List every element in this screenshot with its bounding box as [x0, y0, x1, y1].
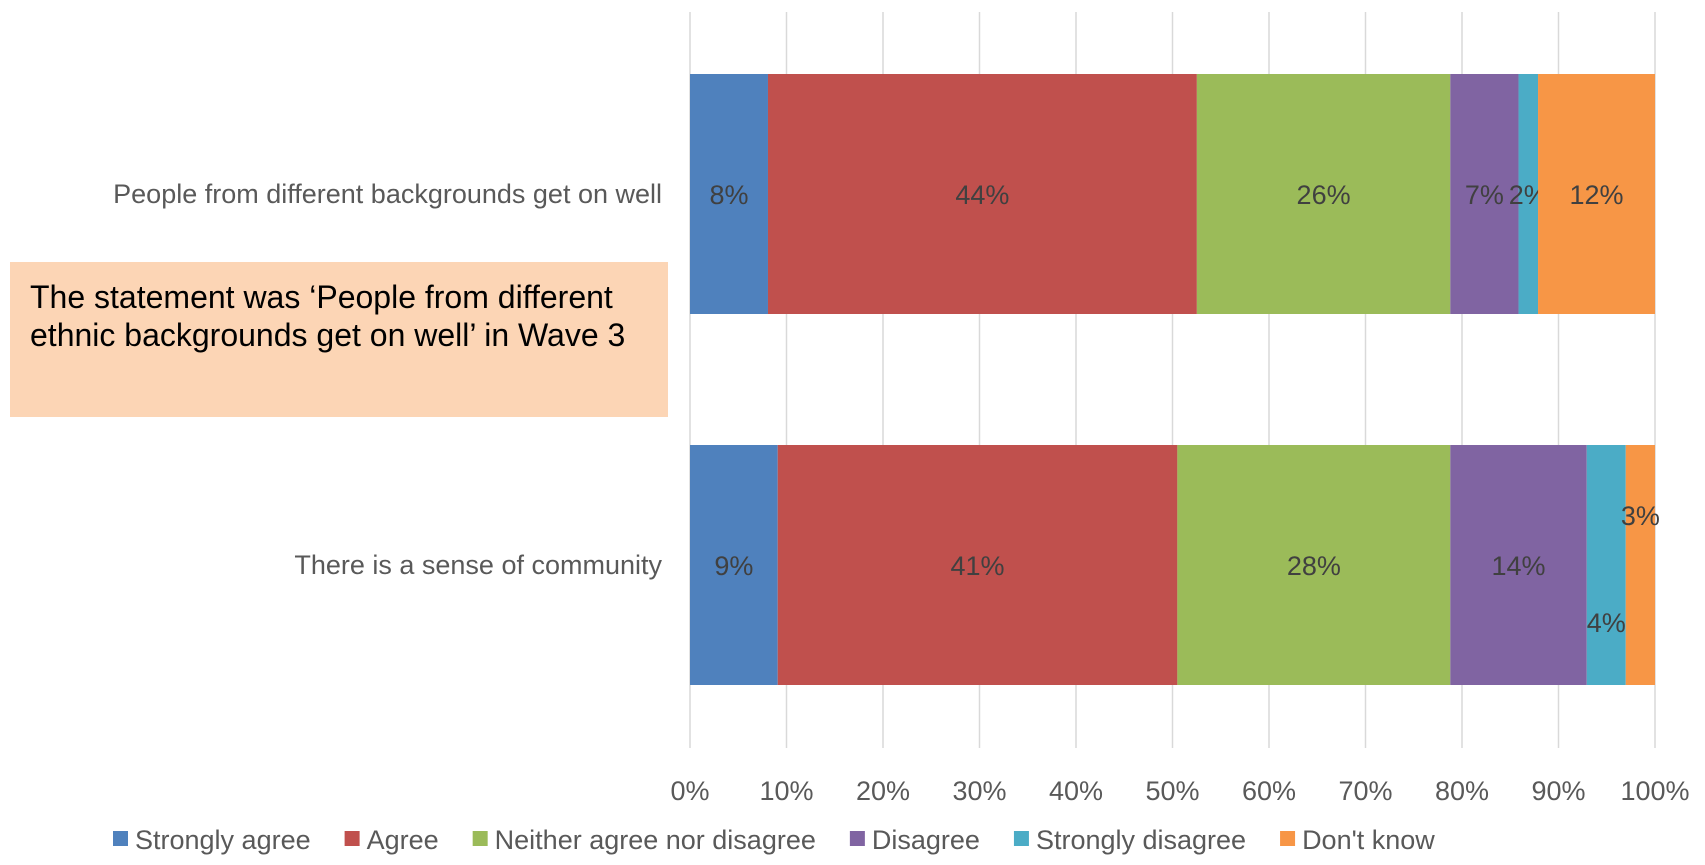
x-tick-label: 0%	[670, 776, 709, 806]
legend-swatch	[472, 831, 488, 846]
x-tick-label: 100%	[1620, 776, 1689, 806]
bar-segment	[1177, 445, 1451, 685]
category-label: There is a sense of community	[294, 550, 662, 580]
bars: 8% 44% 26% 7% 2% 12%9% 41% 28% 14%4%3%	[690, 74, 1660, 685]
category-label: People from different backgrounds get on…	[113, 179, 662, 209]
data-label: 28%	[1287, 551, 1341, 581]
x-tick-label: 90%	[1531, 776, 1585, 806]
legend-label: Strongly disagree	[1036, 825, 1246, 855]
bar-segment	[690, 445, 778, 685]
x-tick-label: 70%	[1338, 776, 1392, 806]
bar-segment	[1625, 445, 1655, 685]
x-tick-label: 80%	[1435, 776, 1489, 806]
bar-segment	[1586, 445, 1626, 685]
data-label: 44%	[955, 180, 1009, 210]
bar-segment	[1518, 74, 1539, 314]
category-labels: People from different backgrounds get on…	[113, 179, 662, 580]
data-label: 7%	[1465, 180, 1504, 210]
bar-segment	[1196, 74, 1451, 314]
legend-swatch	[344, 831, 360, 846]
x-tick-label: 10%	[759, 776, 813, 806]
legend-swatch	[1280, 831, 1296, 846]
bar-segment	[1538, 74, 1655, 314]
legend-label: Strongly agree	[135, 825, 311, 855]
x-tick-label: 30%	[952, 776, 1006, 806]
bar-segment	[1450, 445, 1587, 685]
data-label: 9%	[714, 551, 753, 581]
legend-label: Disagree	[872, 825, 980, 855]
legend-label: Neither agree nor disagree	[495, 825, 816, 855]
legend-swatch	[1013, 831, 1029, 846]
legend-label: Don't know	[1302, 825, 1435, 855]
data-label: 14%	[1492, 551, 1546, 581]
x-axis-tick-labels: 0% 10% 20% 30% 40% 50% 60% 70% 80% 90% 100%	[670, 776, 1689, 806]
bar-segment	[767, 74, 1197, 314]
bar-segment	[690, 74, 768, 314]
legend-label: Agree	[367, 825, 439, 855]
legend: Strongly agree Agree Neither agree nor dis…	[113, 825, 1435, 855]
annotation-note: The statement was ‘People from different…	[10, 262, 668, 417]
x-tick-label: 60%	[1242, 776, 1296, 806]
data-label: 4%	[1587, 608, 1626, 638]
data-label: 8%	[709, 180, 748, 210]
bar-segment	[777, 445, 1178, 685]
legend-swatch	[849, 831, 865, 846]
data-label: 3%	[1621, 501, 1660, 531]
x-tick-label: 50%	[1145, 776, 1199, 806]
data-label: 41%	[951, 551, 1005, 581]
bar-segment	[1450, 74, 1519, 314]
data-label: 26%	[1297, 180, 1351, 210]
data-label: 12%	[1569, 180, 1623, 210]
x-tick-label: 40%	[1049, 776, 1103, 806]
legend-swatch	[113, 831, 128, 846]
x-tick-label: 20%	[856, 776, 910, 806]
